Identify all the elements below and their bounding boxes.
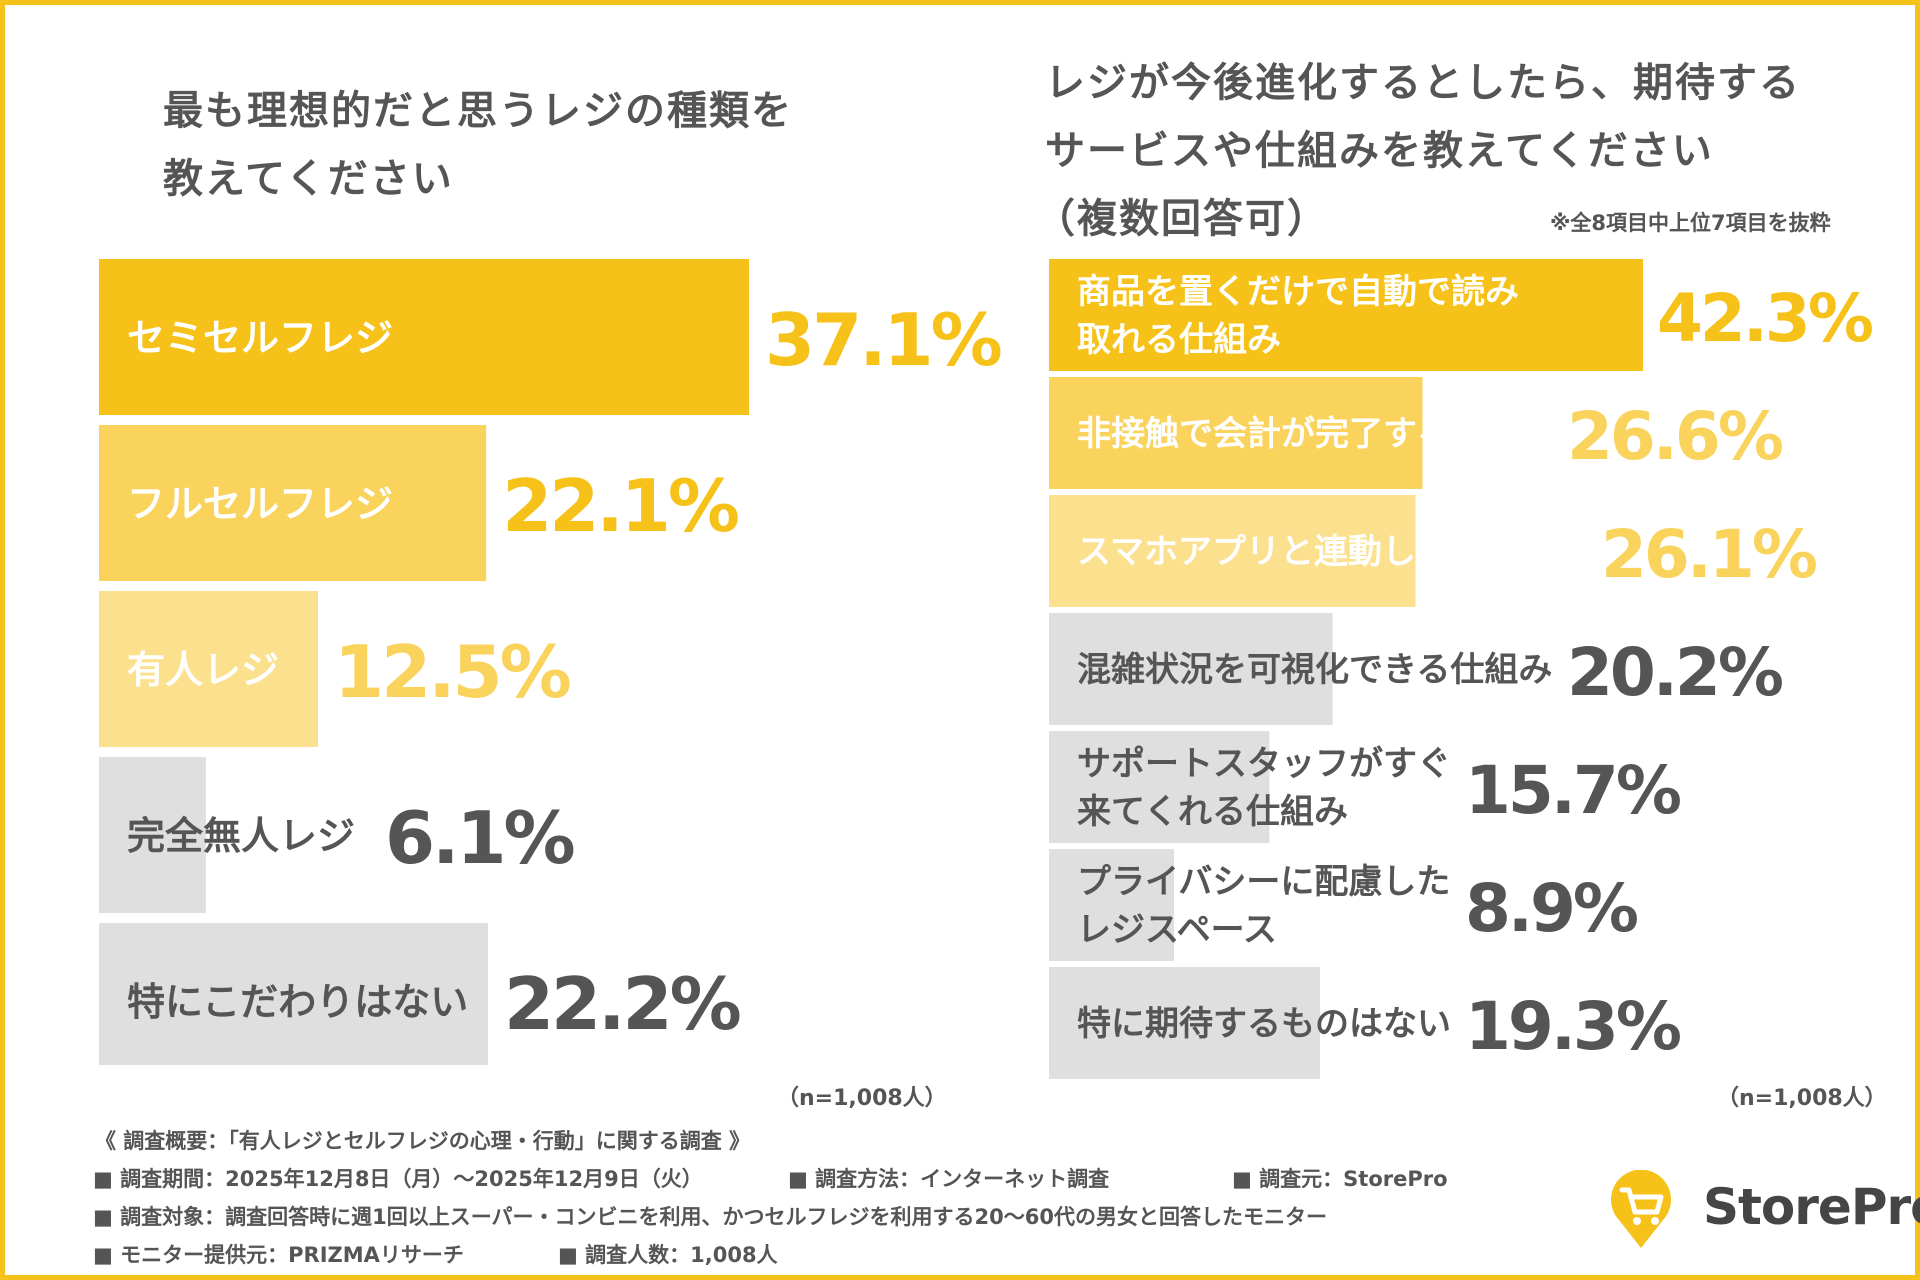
right-bar-7 (1049, 967, 1321, 1079)
left-title-line-1: 最も理想的だと思うレジの種類を (163, 88, 793, 134)
survey-period: ■ 調査期間：2025年12月8日（月）〜2025年12月9日（火） (93, 1167, 703, 1191)
right-title-line-3: （複数回答可） (1035, 196, 1329, 242)
survey-method: ■ 調査方法：インターネット調査 (788, 1167, 1110, 1191)
shopping-cart-pin-icon (1611, 1170, 1671, 1248)
left-bar-3 (99, 591, 319, 747)
right-bar-5 (1049, 731, 1270, 843)
right-bar-6 (1049, 849, 1174, 961)
right-bar-chart: 商品を置くだけで自動で読み取れる仕組み 42.3% 非接触で会計が完了する仕組み 26… (1049, 259, 1876, 1079)
left-bar-4 (99, 757, 206, 913)
left-sample-size: （n=1,008人） (777, 1086, 947, 1111)
left-bar-2 (99, 425, 487, 581)
right-bar-value-4: 20.2% (1567, 634, 1783, 711)
right-bar-label-6: プライバシーに配慮したレジスペース (1077, 862, 1450, 950)
right-title-line-1: レジが今後進化するとしたら、期待する (1045, 60, 1801, 106)
survey-source: ■ 調査元：StorePro (1232, 1167, 1448, 1191)
right-bar-label-3: スマホアプリと連動した自動決済 (1077, 532, 1587, 572)
left-bar-5 (99, 923, 488, 1065)
right-bar-label-5: サポートスタッフがすぐ来てくれる仕組み (1077, 744, 1451, 832)
right-bar-label-1: 商品を置くだけで自動で読み取れる仕組み (1077, 272, 1519, 360)
right-sample-size: （n=1,008人） (1717, 1086, 1887, 1111)
left-bar-value-5: 22.2% (504, 962, 740, 1046)
survey-heading: 《 調査概要：「有人レジとセルフレジの心理・行動」に関する調査 》 (95, 1129, 751, 1153)
left-bar-value-3: 12.5% (334, 630, 570, 714)
right-bar-label-7: 特に期待するものはない (1077, 1004, 1451, 1044)
logo-text: StorePro (1703, 1178, 1920, 1236)
survey-provider: ■ モニター提供元：PRIZMAリサーチ (93, 1243, 464, 1267)
left-bar-label-4: 完全無人レジ (127, 814, 355, 858)
storepro-logo: StorePro (1603, 1170, 1920, 1250)
right-bar-label-2: 非接触で会計が完了する仕組み (1077, 414, 1553, 454)
left-chart-title: 最も理想的だと思うレジの種類を 教えてください (163, 77, 793, 213)
right-bar-value-6: 8.9% (1465, 870, 1638, 947)
left-bar-label-1: セミセルフレジ (127, 316, 393, 360)
left-bar-value-2: 22.1% (502, 464, 738, 548)
right-bar-label-4: 混雑状況を可視化できる仕組み (1077, 650, 1552, 690)
left-bar-value-1: 37.1% (765, 298, 1001, 382)
right-bar-2 (1049, 377, 1423, 489)
right-bar-value-3: 26.1% (1601, 516, 1817, 593)
right-chart-title: レジが今後進化するとしたら、期待する サービスや仕組みを教えてください （複数回… (1035, 49, 1801, 253)
right-bar-4 (1049, 613, 1333, 725)
right-bar-value-7: 19.3% (1465, 988, 1681, 1065)
excerpt-note: ※全8項目中上位7項目を抜粋 (1550, 211, 1831, 235)
survey-target: ■ 調査対象：調査回答時に週1回以上スーパー・コンビニを利用、かつセルフレジを利… (93, 1205, 1327, 1229)
survey-count: ■ 調査人数：1,008人 (558, 1243, 778, 1267)
right-bar-1 (1049, 259, 1643, 371)
right-bar-value-5: 15.7% (1465, 752, 1681, 829)
left-bar-1 (99, 259, 749, 415)
right-title-line-2: サービスや仕組みを教えてください (1045, 128, 1714, 174)
left-bar-value-4: 6.1% (385, 796, 574, 880)
left-bar-label-5: 特にこだわりはない (127, 980, 468, 1024)
right-bar-value-2: 26.6% (1567, 398, 1783, 475)
left-bar-label-3: 有人レジ (127, 648, 279, 692)
left-title-line-2: 教えてください (163, 156, 454, 202)
left-bar-chart: セミセルフレジ 37.1% フルセルフレジ 22.1% 有人レジ 12.5% 完全無人レジ 6… (99, 259, 1004, 1065)
right-bar-value-1: 42.3% (1657, 280, 1873, 357)
left-bar-label-2: フルセルフレジ (127, 482, 393, 526)
right-bar-3 (1049, 495, 1416, 607)
